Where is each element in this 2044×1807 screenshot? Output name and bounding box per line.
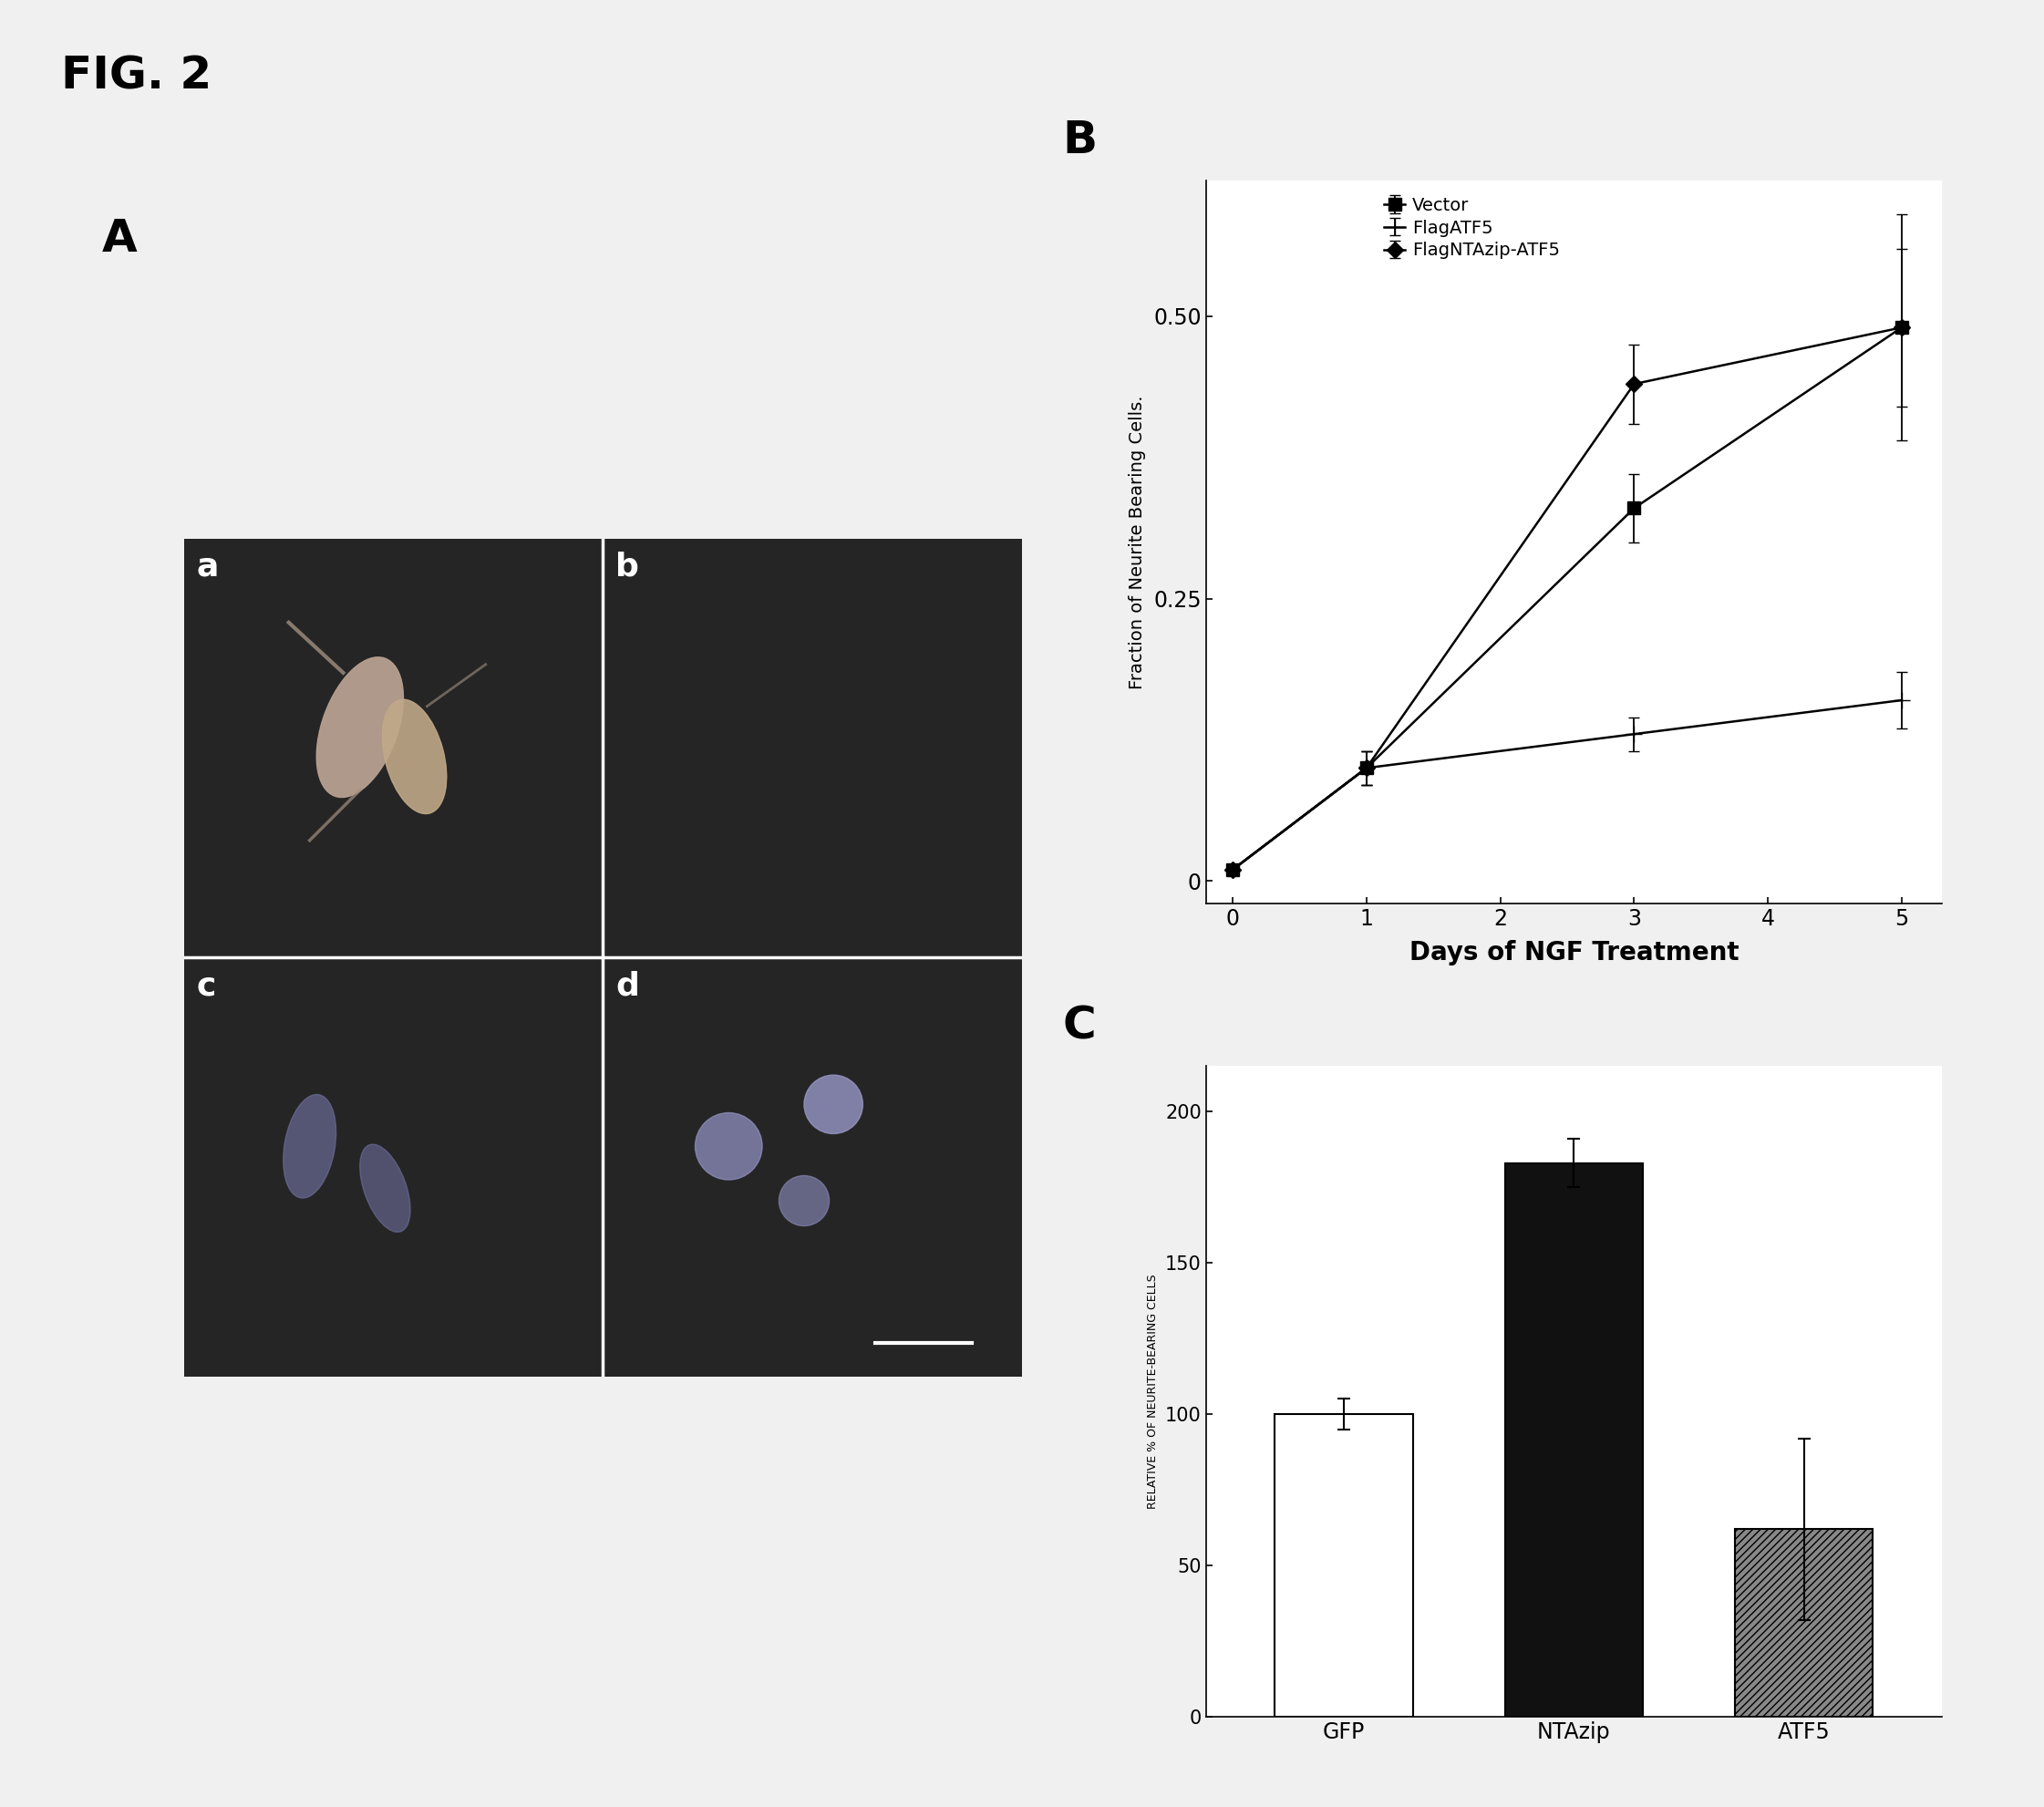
Bar xyxy=(1735,1529,1872,1717)
Ellipse shape xyxy=(360,1144,411,1232)
Text: a: a xyxy=(196,551,219,582)
Legend: Vector, FlagATF5, FlagNTAzip-ATF5: Vector, FlagATF5, FlagNTAzip-ATF5 xyxy=(1378,190,1568,266)
Ellipse shape xyxy=(317,658,403,797)
Bar xyxy=(1504,1164,1643,1717)
Y-axis label: Fraction of Neurite Bearing Cells.: Fraction of Neurite Bearing Cells. xyxy=(1128,396,1147,688)
Circle shape xyxy=(803,1075,863,1133)
Circle shape xyxy=(779,1176,830,1225)
Ellipse shape xyxy=(284,1095,335,1198)
Circle shape xyxy=(695,1113,762,1180)
X-axis label: Days of NGF Treatment: Days of NGF Treatment xyxy=(1408,940,1739,965)
Text: A: A xyxy=(102,217,137,260)
Y-axis label: RELATIVE % OF NEURITE-BEARING CELLS: RELATIVE % OF NEURITE-BEARING CELLS xyxy=(1147,1274,1159,1509)
Text: b: b xyxy=(615,551,640,582)
Text: c: c xyxy=(196,970,217,1001)
Text: B: B xyxy=(1063,119,1098,163)
Bar xyxy=(1275,1415,1412,1717)
Ellipse shape xyxy=(382,699,446,813)
Text: d: d xyxy=(615,970,640,1001)
Text: C: C xyxy=(1063,1005,1096,1048)
Text: FIG. 2: FIG. 2 xyxy=(61,54,213,98)
